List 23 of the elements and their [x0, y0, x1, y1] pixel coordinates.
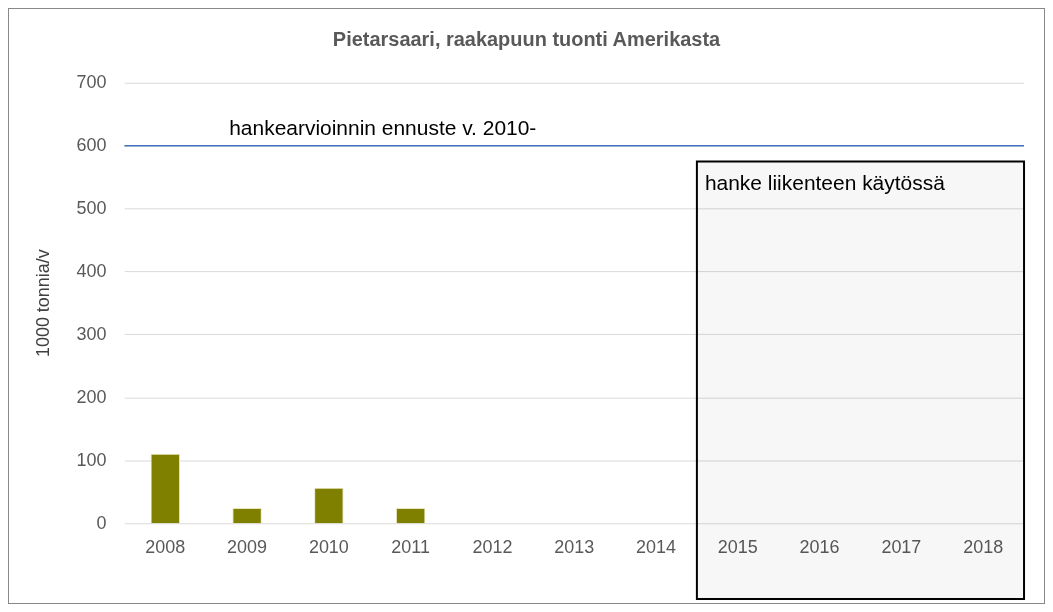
x-tick-label: 2013 [554, 537, 595, 558]
y-tick-label: 0 [96, 512, 107, 533]
y-tick-label: 200 [76, 386, 107, 407]
ref-line-label: hankearvioinnin ennuste v. 2010- [229, 116, 537, 140]
y-tick-label: 500 [76, 197, 107, 218]
x-tick-label: 2014 [636, 537, 676, 558]
y-tick-label: 400 [76, 260, 107, 281]
y-tick-label: 300 [76, 323, 107, 344]
x-tick-label: 2017 [881, 537, 922, 558]
chart-title: Pietarsaari, raakapuun tuonti Amerikasta [332, 28, 722, 51]
x-tick-label: 2018 [963, 537, 1004, 558]
x-tick-label: 2016 [799, 537, 840, 558]
band-label: hanke liikenteen käytössä [704, 170, 946, 194]
x-tick-label: 2011 [391, 537, 430, 558]
x-tick-label: 2010 [308, 537, 349, 558]
x-tick-label: 2012 [472, 537, 513, 558]
y-tick-label: 600 [76, 134, 107, 155]
y-axis-title: 1000 tonnia/v [32, 249, 53, 358]
x-tick-label: 2009 [227, 537, 268, 558]
y-tick-label: 100 [76, 449, 107, 470]
x-tick-label: 2008 [145, 537, 186, 558]
y-tick-label: 700 [76, 71, 107, 92]
x-tick-label: 2015 [717, 537, 758, 558]
